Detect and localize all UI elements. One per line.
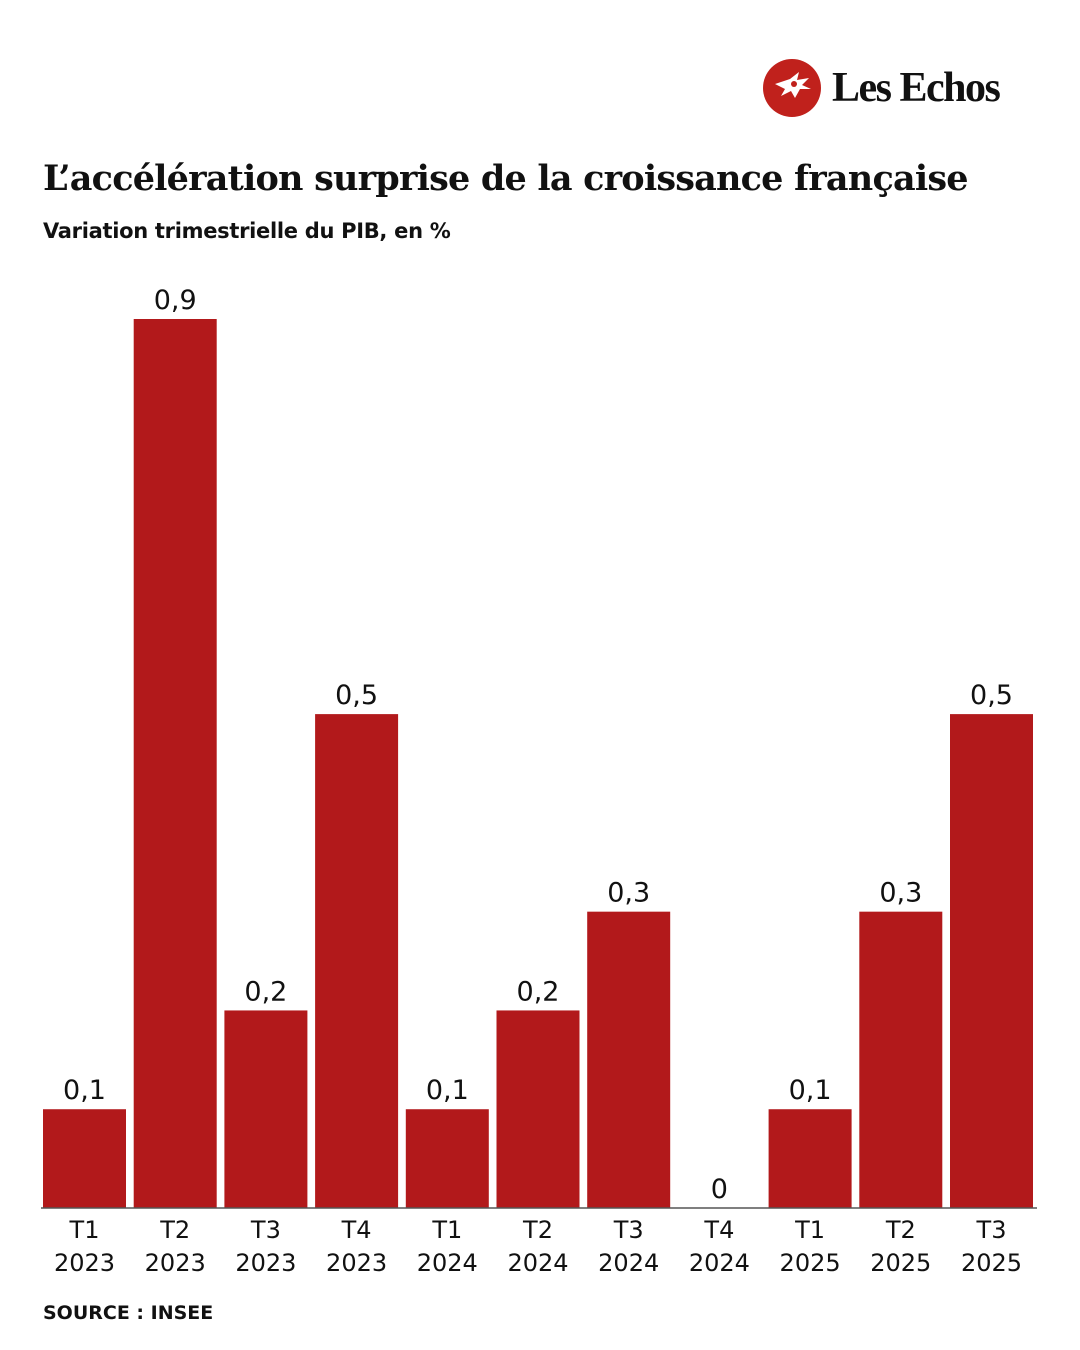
brand-logo: Les Echos [762,58,1001,118]
bar [768,1109,852,1208]
data-label: 0,1 [63,1075,106,1106]
x-tick-label-year: 2024 [689,1249,750,1277]
brand-name: Les Echos [832,65,1001,111]
chart-subtitle: Variation trimestrielle du PIB, en % [43,219,451,243]
x-tick-label-year: 2024 [417,1249,478,1277]
data-label: 0,5 [970,680,1013,711]
bar [43,1109,126,1208]
x-tick-label-quarter: T2 [522,1216,553,1244]
chart-title: L’accélération surprise de la croissance… [43,158,969,199]
bar [133,319,217,1208]
data-label: 0,9 [154,285,197,316]
x-tick-label-year: 2024 [598,1249,659,1277]
x-tick-label-quarter: T4 [703,1216,734,1244]
data-label: 0,1 [426,1075,469,1106]
data-label: 0,5 [335,680,378,711]
x-tick-label-year: 2025 [961,1249,1022,1277]
data-label: 0,2 [517,976,560,1007]
x-tick-label-year: 2024 [507,1249,568,1277]
bar [859,911,943,1208]
x-tick-label-quarter: T3 [976,1216,1007,1244]
x-tick-label-quarter: T3 [250,1216,281,1244]
x-tick-label-quarter: T1 [794,1216,825,1244]
bar [496,1010,580,1208]
x-tick-label-year: 2023 [54,1249,115,1277]
bar [315,714,399,1208]
x-tick-label-year: 2023 [235,1249,296,1277]
bar [587,911,671,1208]
x-tick-label-quarter: T2 [159,1216,190,1244]
x-tick-label-quarter: T4 [341,1216,372,1244]
data-label: 0,1 [789,1075,832,1106]
x-tick-label-year: 2023 [326,1249,387,1277]
data-label: 0,3 [607,878,650,909]
bar [224,1010,308,1208]
source-note: SOURCE : INSEE [43,1302,214,1324]
x-tick-label-quarter: T1 [69,1216,100,1244]
x-tick-label-quarter: T1 [431,1216,462,1244]
data-label: 0 [711,1174,728,1205]
bar [405,1109,489,1208]
data-label: 0,3 [879,878,922,909]
bar [950,714,1033,1208]
x-tick-label-year: 2025 [780,1249,841,1277]
x-tick-label-year: 2023 [145,1249,206,1277]
x-tick-label-quarter: T2 [885,1216,916,1244]
x-tick-label-year: 2025 [870,1249,931,1277]
data-label: 0,2 [244,976,287,1007]
x-tick-label-quarter: T3 [613,1216,644,1244]
echos-hermes-logo-icon [763,59,821,117]
